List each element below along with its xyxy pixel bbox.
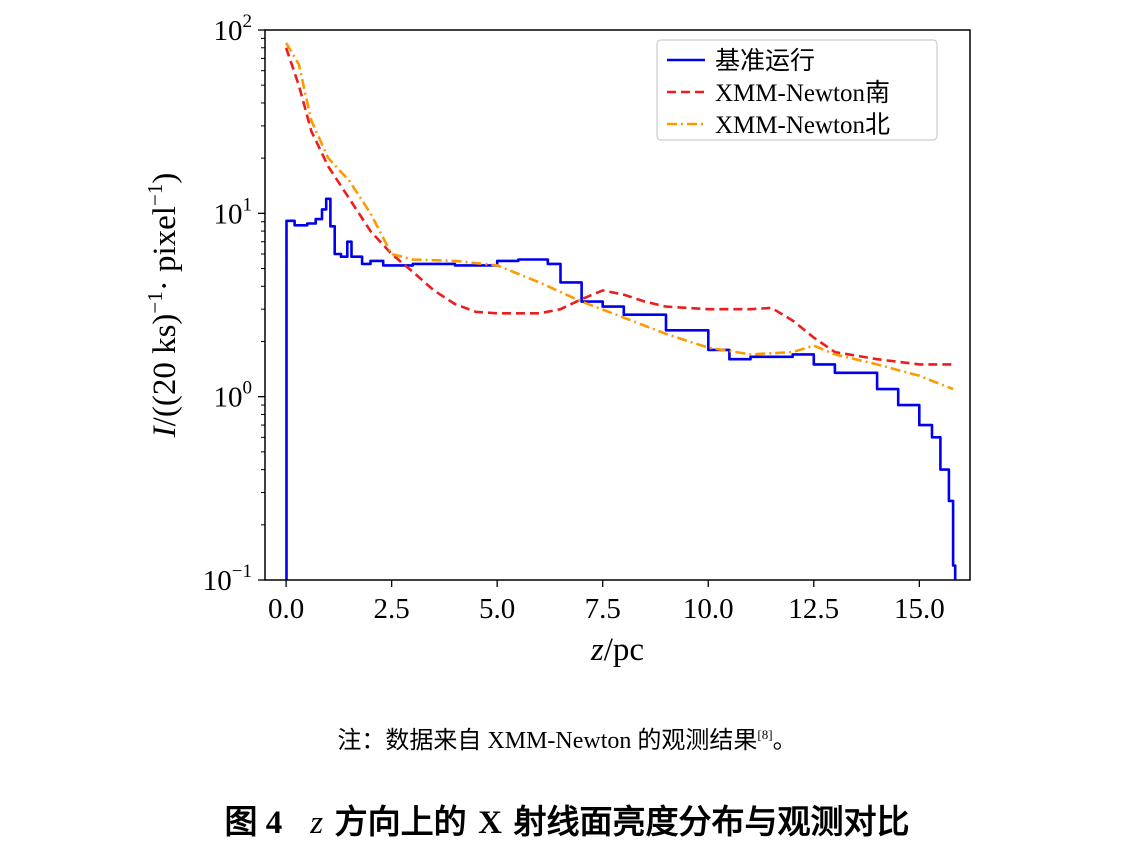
chart-note: 注：数据来自 XMM-Newton 的观测结果[8]。 [0,720,1134,755]
figure-caption: 图 4 z 方向上的 X 射线面亮度分布与观测对比 [0,795,1134,843]
x-tick-label: 7.5 [585,593,621,625]
legend-label: 基准运行 [715,47,815,75]
note-text: 注：数据来自 XMM-Newton 的观测结果 [337,728,758,754]
plot-frame [264,29,971,581]
y-tick-label: 10−1 [203,561,252,597]
x-tick-label: 0.0 [268,593,304,625]
series-line-1 [285,197,957,580]
caption-text-2: 射线面亮度分布与观测对比 [501,802,910,841]
y-tick-label: 100 [214,378,253,414]
note-reference: [8] [757,727,773,742]
legend-label: XMM-Newton北 [715,112,890,139]
note-suffix: 。 [772,728,797,754]
caption-text-1: 方向上的 [323,802,479,841]
x-tick-label: 15.0 [894,593,945,625]
legend-box [656,39,938,141]
plot-area [284,42,957,580]
series-line-3 [284,42,954,391]
y-tick-label: 102 [214,11,253,47]
x-tick-label: 2.5 [374,593,410,625]
x-axis-label: z/pc [590,632,644,668]
y-axis-label: I/((20 ks)−1· pixel−1) [143,173,183,439]
chart: 0.0 2.5 5.0 7.5 10.0 12.5 15.0 102 101 100 10−1 基准… [143,11,971,668]
y-tick-label: 101 [214,194,253,230]
series-line-2 [284,47,954,366]
caption-x: X [478,805,502,841]
x-tick-label: 12.5 [788,593,839,625]
x-tick-label: 5.0 [479,593,515,625]
x-tick-label: 10.0 [683,593,734,625]
legend-label: XMM-Newton南 [715,79,890,107]
figure-number: 图 4 [224,805,283,841]
caption-variable: z [310,805,324,841]
legend: 基准运行 XMM-Newton南 XMM-Newton北 [656,39,938,141]
axis-ticks: 0.0 2.5 5.0 7.5 10.0 12.5 15.0 102 101 100 10−1 [203,11,945,625]
